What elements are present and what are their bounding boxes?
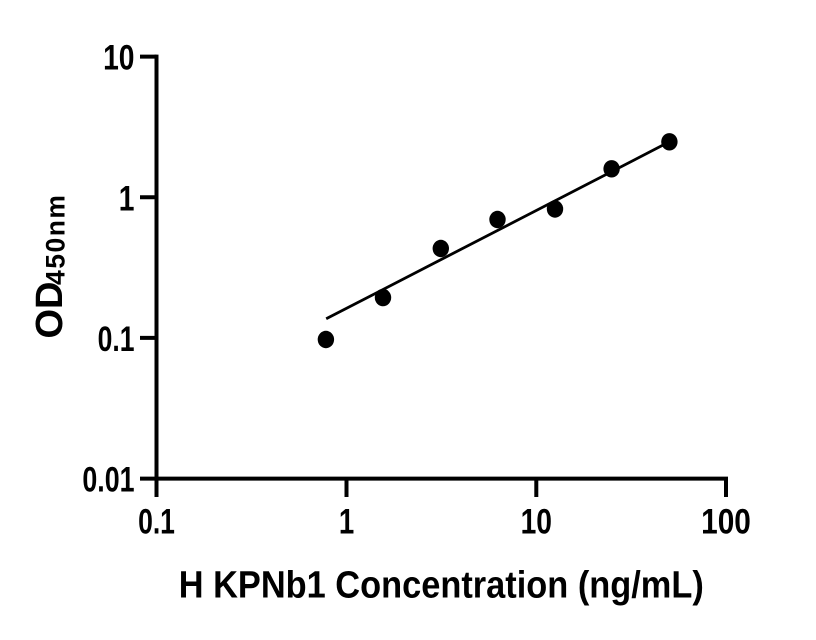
svg-text:0.1: 0.1 xyxy=(138,502,175,541)
svg-text:10: 10 xyxy=(103,38,134,78)
svg-text:0.01: 0.01 xyxy=(82,460,134,499)
svg-text:0.1: 0.1 xyxy=(98,319,135,358)
svg-text:100: 100 xyxy=(701,502,751,541)
svg-text:H KPNb1 Concentration (ng/mL): H KPNb1 Concentration (ng/mL) xyxy=(179,563,704,606)
svg-text:10: 10 xyxy=(521,502,552,542)
svg-text:1: 1 xyxy=(119,178,135,218)
svg-text:1: 1 xyxy=(339,501,354,541)
